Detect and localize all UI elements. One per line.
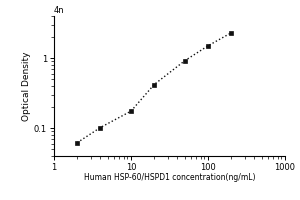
Text: 4n: 4n [54, 6, 64, 15]
X-axis label: Human HSP-60/HSPD1 concentration(ng/mL): Human HSP-60/HSPD1 concentration(ng/mL) [84, 173, 255, 182]
Y-axis label: Optical Density: Optical Density [22, 51, 31, 121]
